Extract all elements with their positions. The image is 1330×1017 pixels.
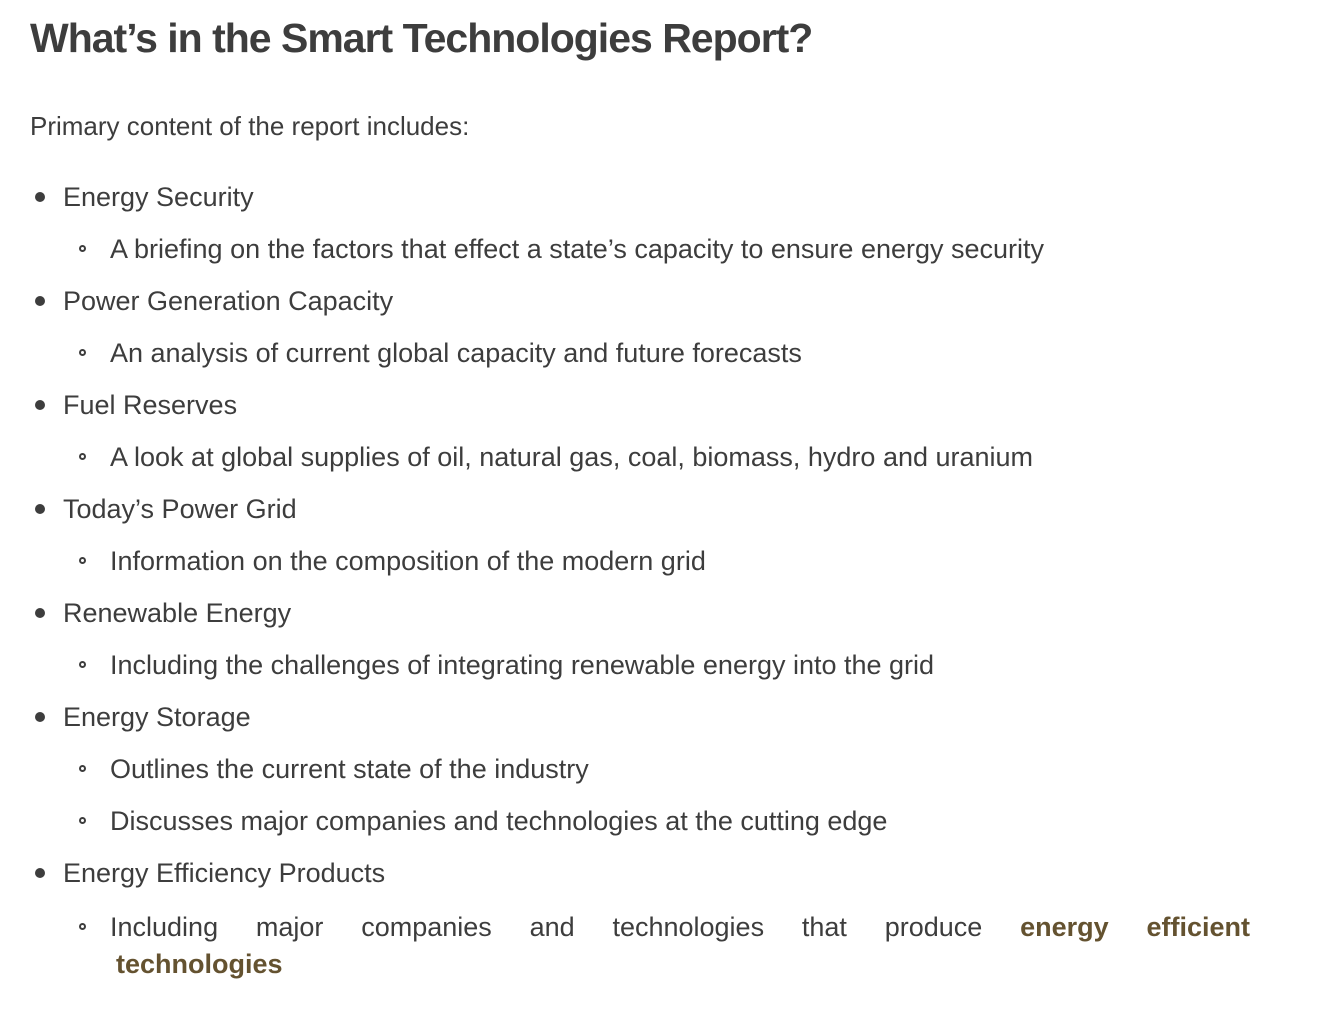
highlight-text: technologies — [116, 949, 283, 979]
list-item-energy-storage: Energy Storage — [0, 701, 1330, 733]
sub-list-item: Including the challenges of integrating … — [0, 649, 1330, 681]
list-item-energy-security: Energy Security — [0, 181, 1330, 213]
circle-bullet-icon — [79, 453, 86, 460]
sub-item-text: Discusses major companies and technologi… — [110, 806, 888, 836]
circle-bullet-icon — [79, 661, 86, 668]
bullet-icon — [35, 712, 45, 722]
list-item-todays-power-grid: Today’s Power Grid — [0, 493, 1330, 525]
sub-list-item: Including major companies and technologi… — [0, 909, 1330, 983]
bullet-icon — [35, 192, 45, 202]
bullet-icon — [35, 400, 45, 410]
sub-list-item: A briefing on the factors that effect a … — [0, 233, 1330, 265]
sub-list-item: Discusses major companies and technologi… — [0, 805, 1330, 837]
circle-bullet-icon — [79, 245, 86, 252]
bullet-icon — [35, 868, 45, 878]
list-item-power-generation-capacity: Power Generation Capacity — [0, 285, 1330, 317]
sub-list-item: Information on the composition of the mo… — [0, 545, 1330, 577]
page-title: What’s in the Smart Technologies Report? — [30, 15, 813, 61]
sub-list-item: An analysis of current global capacity a… — [0, 337, 1330, 369]
sub-item-text: Including major companies and technologi… — [110, 912, 983, 942]
bullet-icon — [35, 608, 45, 618]
sub-item-text: Including the challenges of integrating … — [110, 650, 935, 680]
circle-bullet-icon — [79, 765, 86, 772]
list-item-energy-efficiency-products: Energy Efficiency Products — [0, 857, 1330, 889]
sub-item-text: A look at global supplies of oil, natura… — [110, 442, 1034, 472]
list-item-label: Today’s Power Grid — [63, 494, 297, 524]
circle-bullet-icon — [79, 557, 86, 564]
sub-item-text: Outlines the current state of the indust… — [110, 754, 589, 784]
list-item-label: Energy Storage — [63, 702, 251, 732]
bullet-icon — [35, 296, 45, 306]
list-item-renewable-energy: Renewable Energy — [0, 597, 1330, 629]
sub-item-text: Information on the composition of the mo… — [110, 546, 706, 576]
list-item-label: Power Generation Capacity — [63, 286, 394, 316]
sub-list-item: Outlines the current state of the indust… — [0, 753, 1330, 785]
circle-bullet-icon — [79, 923, 86, 930]
list-item-label: Energy Security — [63, 182, 254, 212]
bullet-list: Energy Security A briefing on the factor… — [0, 181, 1330, 983]
sub-item-text-line: technologies — [110, 946, 1330, 983]
sub-list-item: A look at global supplies of oil, natura… — [0, 441, 1330, 473]
circle-bullet-icon — [79, 349, 86, 356]
sub-item-text: An analysis of current global capacity a… — [110, 338, 802, 368]
list-item-label: Fuel Reserves — [63, 390, 238, 420]
sub-item-text-line: Including major companies and technologi… — [110, 909, 1250, 946]
sub-item-text: A briefing on the factors that effect a … — [110, 234, 1045, 264]
bullet-icon — [35, 504, 45, 514]
highlight-text: energy efficient — [1020, 912, 1250, 942]
list-item-fuel-reserves: Fuel Reserves — [0, 389, 1330, 421]
intro-text: Primary content of the report includes: — [30, 111, 470, 141]
document: What’s in the Smart Technologies Report?… — [0, 15, 1330, 983]
circle-bullet-icon — [79, 817, 86, 824]
list-item-label: Renewable Energy — [63, 598, 292, 628]
list-item-label: Energy Efficiency Products — [63, 858, 386, 888]
